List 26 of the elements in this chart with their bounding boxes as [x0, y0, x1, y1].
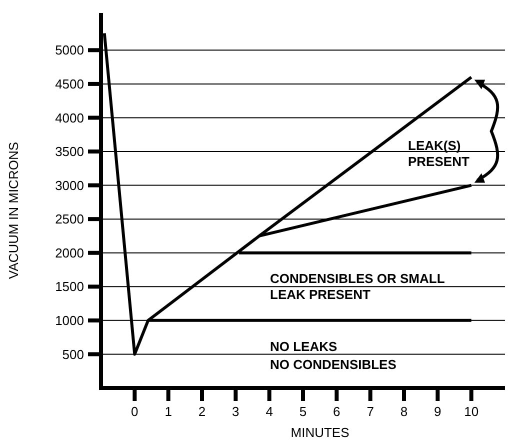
x-tick-label: 9 — [434, 404, 442, 419]
annotation: CONDENSIBLES OR SMALL LEAK PRESENT — [270, 271, 445, 302]
y-tick-label: 2500 — [55, 212, 84, 227]
x-tick-label: 5 — [299, 404, 307, 419]
y-tick-label: 4500 — [55, 76, 84, 92]
y-axis-title: VACUUM IN MICRONS — [6, 142, 21, 279]
x-tick-label: 3 — [232, 404, 240, 419]
x-tick-label: 0 — [131, 404, 138, 419]
y-tick-label: 1500 — [55, 279, 84, 294]
x-axis-title: MINUTES — [290, 425, 350, 440]
annotation: NO LEAKS NO CONDENSIBLES — [270, 339, 397, 372]
x-tick-label: 10 — [464, 404, 479, 419]
x-tick-label: 1 — [164, 404, 172, 419]
y-tick-label: 3000 — [55, 178, 84, 193]
y-tick-label: 4000 — [55, 110, 84, 126]
y-tick-label: 2000 — [55, 245, 84, 260]
x-tick-label: 4 — [266, 404, 273, 419]
x-tick-label: 6 — [333, 404, 340, 419]
x-tick-label: 7 — [366, 404, 374, 419]
x-tick-label: 8 — [400, 404, 408, 419]
y-tick-label: 500 — [62, 346, 84, 362]
annotation: LEAK(S) PRESENT — [408, 138, 470, 169]
y-tick-label: 5000 — [55, 42, 84, 58]
y-tick-label: 1000 — [55, 312, 84, 328]
x-tick-label: 2 — [198, 404, 206, 419]
y-tick-label: 3500 — [55, 144, 84, 160]
